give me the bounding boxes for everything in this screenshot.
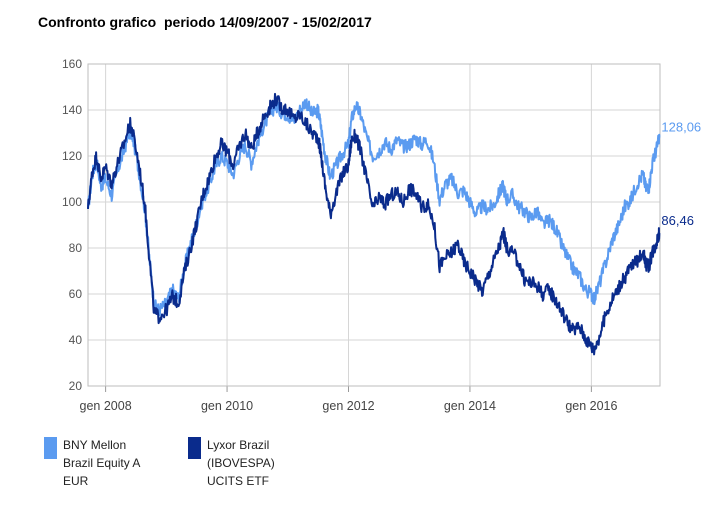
grid	[88, 63, 660, 387]
x-tick-label: gen 2014	[444, 399, 496, 413]
y-tick-label: 20	[69, 379, 83, 393]
series-end-label-0: 128,06	[661, 119, 701, 134]
x-tick-label: gen 2010	[201, 399, 253, 413]
y-tick-label: 60	[69, 287, 83, 301]
legend-swatch-bny	[44, 437, 57, 459]
x-tick-label: gen 2008	[80, 399, 132, 413]
legend-swatch-lyxor	[188, 437, 201, 459]
y-tick-label: 40	[69, 333, 83, 347]
line-chart: 20 40 60 80 100 120 140 160 gen 2008 gen 2010 gen …	[62, 57, 701, 413]
axes: 20 40 60 80 100 120 140 160 gen 2008 gen 2010 gen …	[62, 57, 661, 413]
end-labels: 128,06 86,46	[661, 119, 701, 228]
legend-label-bny: BNY Mellon Brazil Equity A EUR	[63, 438, 141, 488]
legend-item-lyxor: Lyxor Brazil (IBOVESPA) UCITS ETF	[188, 436, 275, 490]
series-end-label-1: 86,46	[661, 213, 694, 228]
chart-title: Confronto grafico periodo 14/09/2007 - 1…	[38, 14, 372, 30]
legend-label-lyxor: Lyxor Brazil (IBOVESPA) UCITS ETF	[207, 438, 275, 488]
series-line-1	[87, 92, 661, 356]
y-tick-label: 160	[62, 57, 82, 71]
x-tick-label: gen 2012	[322, 399, 374, 413]
series-lines	[87, 92, 661, 356]
y-tick-label: 80	[69, 241, 83, 255]
plot-frame	[87, 63, 661, 387]
y-tick-label: 140	[62, 103, 82, 117]
legend-item-bny: BNY Mellon Brazil Equity A EUR	[44, 436, 140, 490]
y-tick-label: 100	[62, 195, 82, 209]
y-tick-label: 120	[62, 149, 82, 163]
x-tick-label: gen 2016	[565, 399, 617, 413]
